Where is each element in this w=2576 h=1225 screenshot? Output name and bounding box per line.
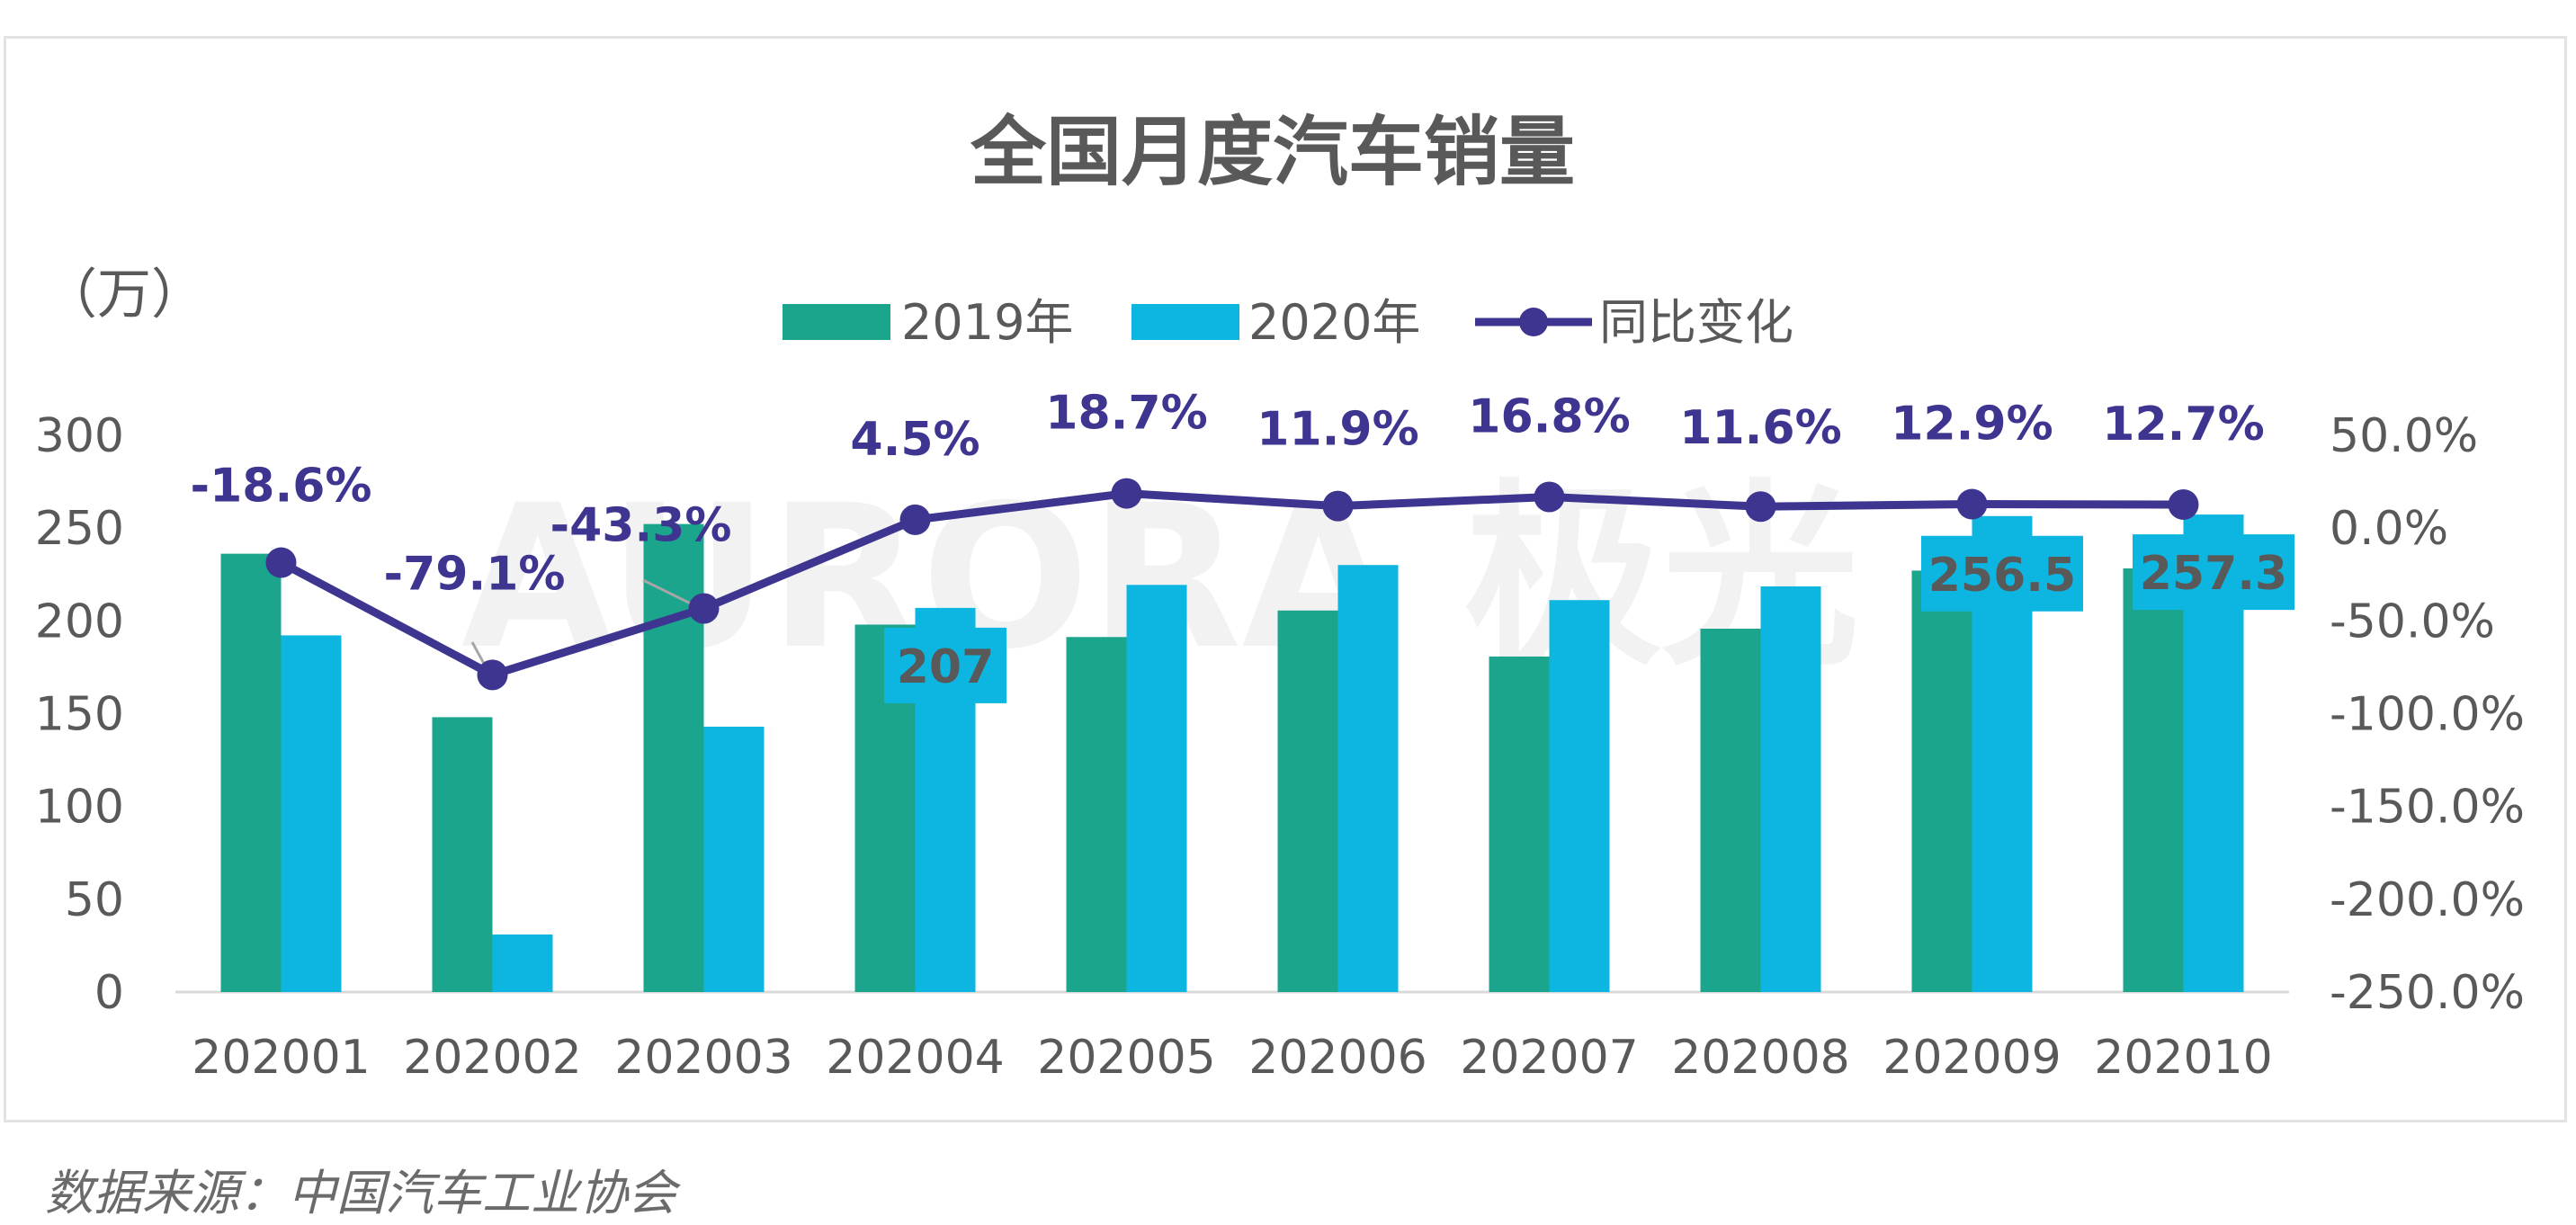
bar-data-label-202004: 207: [897, 640, 995, 694]
y-left-tick-label: 0: [94, 966, 124, 1020]
bar-2020-202006: [1337, 565, 1399, 992]
bar-data-label-202010: 257.3: [2140, 547, 2287, 601]
yoy-marker-202009: [1956, 488, 1988, 520]
x-tick-label: 202003: [614, 1031, 793, 1085]
bar-2019-202005: [1066, 637, 1127, 992]
legend-marker-yoy: [1519, 308, 1548, 336]
y-left-tick-label: 100: [35, 781, 124, 835]
x-tick-label: 202010: [2094, 1031, 2273, 1085]
bar-2020-202003: [703, 726, 765, 992]
y-right-tick-label: -50.0%: [2330, 595, 2495, 648]
yoy-marker-202006: [1322, 490, 1354, 522]
bar-2020-202008: [1760, 586, 1821, 992]
y-axis-unit-label: （万）: [43, 264, 205, 326]
bar-2019-202010: [2123, 568, 2184, 992]
y-left-tick-label: 200: [35, 595, 124, 648]
y-left-tick-label: 50: [65, 873, 124, 927]
chart-title: 全国月度汽车销量: [970, 108, 1575, 196]
x-tick-label: 202006: [1248, 1031, 1427, 1085]
bar-2019-202002: [432, 717, 493, 992]
legend-swatch-2020: [1131, 304, 1239, 340]
x-tick-label: 202004: [826, 1031, 1005, 1085]
data-source-note: 数据来源：中国汽车工业协会: [45, 1165, 676, 1221]
bar-2020-202002: [492, 934, 553, 992]
bar-2020-202001: [281, 635, 342, 992]
y-right-tick-label: -200.0%: [2330, 873, 2525, 927]
legend-label-2019: 2019年: [901, 294, 1073, 351]
yoy-marker-202005: [1111, 478, 1142, 509]
y-left-tick-label: 150: [35, 688, 124, 742]
yoy-marker-202004: [899, 504, 931, 535]
yoy-data-label-202010: 12.7%: [2102, 398, 2264, 452]
yoy-marker-202003: [688, 593, 720, 624]
bar-2020-202005: [1126, 585, 1187, 992]
bar-2019-202008: [1700, 628, 1761, 992]
x-tick-label: 202002: [403, 1031, 582, 1085]
y-right-tick-label: 50.0%: [2330, 409, 2478, 463]
x-tick-label: 202009: [1883, 1031, 2062, 1085]
yoy-line: [279, 489, 2184, 679]
yoy-data-label-202001: -18.6%: [191, 460, 372, 514]
y-left-tick-label: 250: [35, 502, 124, 556]
y-right-tick-label: -100.0%: [2330, 688, 2525, 742]
bar-2019-202007: [1489, 656, 1550, 992]
yoy-marker-202002: [477, 659, 508, 691]
bar-data-label-202009: 256.5: [1928, 549, 2076, 603]
bar-2019-202009: [1911, 570, 1972, 992]
bar-data-label-box-202004: [884, 627, 1006, 703]
bar-2019-202001: [220, 553, 282, 992]
yoy-data-label-202007: 16.8%: [1468, 390, 1630, 444]
y-right-tick-label: -250.0%: [2330, 966, 2525, 1020]
yoy-marker-202010: [2168, 488, 2199, 520]
yoy-marker-202007: [1534, 481, 1565, 513]
bar-2020-202007: [1549, 600, 1610, 992]
legend-label-2020: 2020年: [1248, 294, 1420, 351]
yoy-data-label-202002: -79.1%: [384, 547, 566, 601]
x-tick-label: 202005: [1037, 1031, 1216, 1085]
bar-data-label-box-202009: [1921, 535, 2083, 612]
bar-2019-202006: [1277, 610, 1338, 992]
yoy-data-label-202005: 18.7%: [1045, 387, 1207, 441]
y-right-tick-label: -150.0%: [2330, 781, 2525, 835]
legend-swatch-2019: [783, 304, 890, 340]
bar-data-label-box-202010: [2133, 534, 2294, 611]
x-tick-label: 202008: [1671, 1031, 1850, 1085]
yoy-data-label-202003: -43.3%: [550, 499, 732, 553]
yoy-data-label-202009: 12.9%: [1891, 398, 2053, 452]
yoy-marker-202008: [1745, 491, 1776, 523]
y-left-tick-label: 300: [35, 409, 124, 463]
legend-label-yoy: 同比变化: [1599, 294, 1793, 351]
yoy-data-label-202004: 4.5%: [850, 413, 979, 467]
yoy-data-label-202008: 11.6%: [1679, 401, 1841, 455]
x-tick-label: 202001: [192, 1031, 371, 1085]
x-tick-label: 202007: [1460, 1031, 1639, 1085]
y-right-tick-label: 0.0%: [2330, 502, 2448, 556]
yoy-data-label-202006: 11.9%: [1257, 403, 1418, 457]
yoy-marker-202001: [265, 547, 297, 578]
